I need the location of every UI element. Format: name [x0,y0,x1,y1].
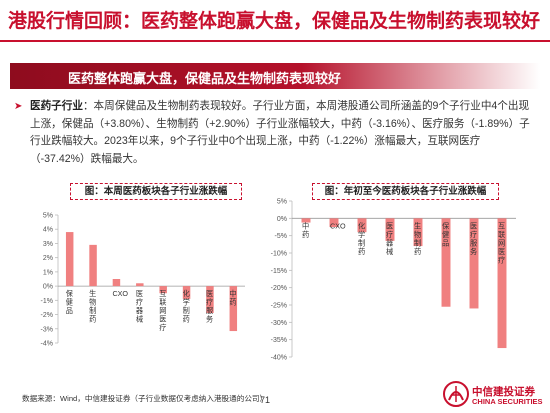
data-source-note: 数据来源：Wind，中信建投证券（子行业数据仅考虑纳入港股通的公司） [22,394,268,403]
bar [136,283,144,287]
category-label: CXO [330,221,346,230]
y-tick-label: -20% [271,285,287,292]
category-label: 保健品 [66,289,74,315]
y-tick-label: -30% [271,320,287,327]
bar [182,286,191,299]
category-label: CXO [112,289,128,298]
y-tick-label: -25% [271,303,287,310]
y-tick-label: 0% [43,284,53,291]
chart2-title: 图：年初至今医药板块各子行业涨跌幅 [312,183,499,200]
bar [112,279,121,287]
bar [65,232,74,287]
y-tick-label: 0% [277,216,287,223]
summary-paragraph: 医药子行业：本周保健品及生物制药表现较好。子行业方面，本周港股通公司所涵盖的9个… [30,98,535,168]
y-tick-label: 3% [43,241,53,248]
category-label: 中药 [229,289,236,307]
category-label: 化学制药 [183,289,190,324]
bar [229,286,238,332]
bar [469,218,479,309]
company-logo: 中信建投证券 CHINA SECURITIES [442,378,547,410]
y-tick-label: 5% [277,199,287,206]
section-banner: 医药整体跑赢大盘，保健品及生物制药表现较好 [10,63,540,89]
banner-text: 医药整体跑赢大盘，保健品及生物制药表现较好 [68,71,342,86]
category-label: 化学制药 [358,221,365,256]
page-number: 71 [260,395,271,405]
y-tick-label: 1% [43,269,53,276]
paragraph-body: ：本周保健品及生物制药表现较好。子行业方面，本周港股通公司所涵盖的9个子行业中4… [30,100,530,165]
bar [357,218,367,233]
bar [385,218,395,241]
bar [159,286,167,294]
category-label: 互联网医疗 [498,221,505,264]
y-tick-label: -10% [271,251,287,258]
y-tick-label: -3% [41,326,53,333]
y-tick-label: 5% [43,213,53,220]
category-label: 生物制药 [414,221,421,256]
category-label: 医疗器械 [136,289,143,324]
bar [441,218,451,307]
y-tick-label: 4% [43,227,53,234]
y-tick-label: -4% [41,341,53,348]
category-label: 保健品 [442,221,450,247]
bar [89,244,97,287]
category-label: 医疗服务 [470,221,477,256]
bar [329,218,339,227]
y-tick-label: -5% [275,233,287,240]
page-title: 港股行情回顾：医药整体跑赢大盘，保健品及生物制药表现较好 [8,11,541,32]
logo-text-en: CHINA SECURITIES [472,397,543,406]
bar [413,218,423,247]
chart1-title: 图：本周医药板块各子行业涨跌幅 [70,183,242,200]
category-label: 医疗器械 [386,221,393,256]
category-label: 互联网医疗 [159,289,166,332]
paragraph-lead: 医药子行业 [30,100,83,112]
y-tick-label: -35% [271,337,287,344]
bar [206,286,214,313]
y-tick-label: -2% [41,312,53,319]
y-tick-label: -40% [271,355,287,362]
category-label: 生物制药 [89,289,96,324]
arrow-bullet-icon: ➤ [14,101,23,112]
category-label: 医疗服务 [206,289,213,324]
category-label: 中药 [302,221,309,239]
logo-emblem-icon [443,381,469,407]
y-tick-label: -15% [271,268,287,275]
y-tick-label: 2% [43,255,53,262]
title-divider [0,40,550,42]
bar [301,218,311,223]
bar [497,218,507,349]
y-tick-label: -1% [41,298,53,305]
logo-text-cn: 中信建投证券 [472,386,535,398]
